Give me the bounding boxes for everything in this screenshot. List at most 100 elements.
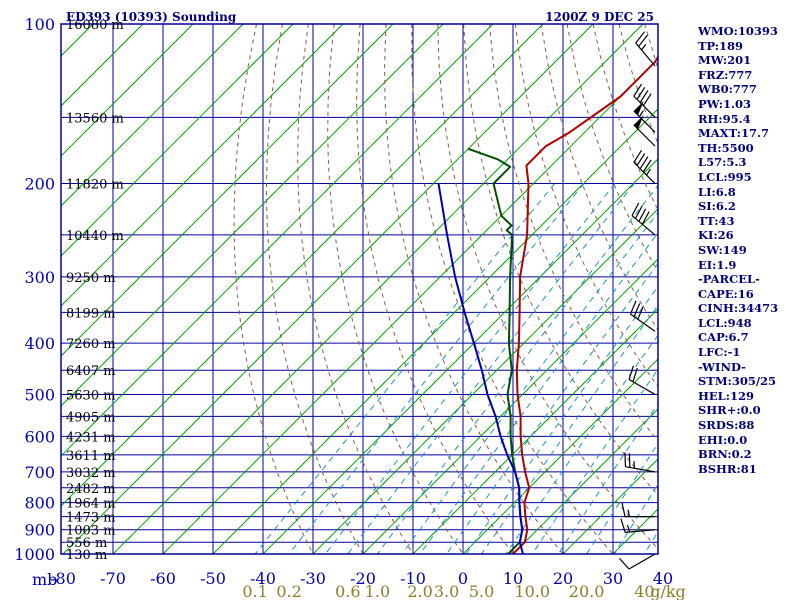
isotherm-line (412, 308, 658, 554)
mixing-ratio-line (347, 183, 635, 554)
title-left: ED393 (10393) Sounding (66, 10, 237, 24)
index-item: KI:26 (698, 228, 734, 243)
temperature-tick-label: -30 (300, 569, 326, 588)
isotherm-line (61, 24, 444, 407)
wind-barb-flag (629, 300, 637, 315)
sounding-indices-panel: WMO:10393 TP:189 MW:201 FRZ:777 WB0:777 PW:1.… (698, 24, 800, 476)
wind-barb-flag (631, 202, 640, 216)
isotherm-line (312, 208, 658, 554)
wind-barb-flag (624, 452, 627, 467)
isotherm-line (61, 24, 544, 507)
wind-barb-flag (632, 367, 638, 382)
index-item: SRDS:88 (698, 418, 755, 433)
wind-barb-flag (641, 211, 650, 225)
index-item: WMO:10393 (698, 24, 778, 38)
wind-barb-pennant (633, 101, 644, 116)
wind-barb (633, 115, 656, 147)
mixing-ratio-tick-label: 20.0 (569, 582, 605, 600)
index-item: CAP:6.7 (698, 330, 749, 345)
height-label: 10440 m (66, 229, 124, 244)
pressure-tick-label: 400 (24, 334, 55, 353)
mixing-ratio-line (254, 183, 556, 554)
pressure-axis: 100 200 300 400 500 600 700 800 900 1000 (14, 15, 55, 564)
temperature-tick-label: 0 (458, 569, 468, 588)
mixing-ratio-line (419, 232, 658, 554)
height-label: 8199 m (66, 306, 116, 321)
isotherm-line (61, 24, 294, 257)
index-item: LFC:-1 (698, 345, 741, 360)
wind-barb-flag (628, 453, 631, 468)
wind-barb-half-flag (627, 509, 631, 517)
mixing-ratio-line (465, 285, 658, 554)
dry-adiabat-line (514, 24, 658, 388)
height-label: 3032 m (66, 466, 116, 481)
sounding-profiles (437, 55, 658, 554)
temperature-tick-label: -60 (150, 569, 176, 588)
dry-adiabat-line (265, 24, 364, 554)
pressure-tick-label: 700 (24, 463, 55, 482)
height-label: 4905 m (66, 410, 116, 425)
wind-barb (620, 518, 656, 533)
isotherm-line (212, 108, 658, 554)
index-item: SW:149 (698, 242, 747, 257)
isotherm-line (61, 24, 394, 357)
height-label: 2482 m (66, 482, 116, 497)
mixing-ratio-tick-label: 5.0 (469, 582, 494, 600)
pressure-tick-label: 600 (24, 427, 55, 446)
wind-barb (618, 553, 656, 570)
index-item: PW:1.03 (698, 96, 752, 111)
mixing-ratio-lines (254, 183, 658, 554)
index-item: LCL:995 (698, 169, 752, 184)
dry-adiabat-line (411, 24, 614, 554)
wind-barb-flag (642, 159, 652, 173)
wind-barb-flag (639, 90, 649, 103)
wind-barb-staff (625, 529, 656, 533)
temperature-tick-label: -50 (200, 569, 226, 588)
wind-barb-staff (630, 313, 656, 332)
wind-barb-flag (642, 93, 652, 106)
dry-adiabat-line (356, 24, 514, 554)
mixing-ratio-tick-label: 40 (634, 582, 654, 600)
temperature-tick-label: 10 (503, 569, 523, 588)
isotherm-line (112, 24, 644, 554)
pressure-temperature-grid (61, 24, 658, 554)
y-axis-unit-label: mb (32, 570, 57, 589)
index-item: -PARCEL- (698, 272, 760, 287)
isotherm-line (162, 58, 658, 554)
wind-barb-half-flag (641, 43, 647, 51)
index-item: EHI:0.0 (698, 432, 748, 447)
height-label: 556 m (66, 536, 107, 551)
height-label: 11820 m (66, 178, 124, 193)
wind-barb (629, 300, 656, 332)
mixing-ratio-tick-label: 10.0 (514, 582, 550, 600)
mixing-ratio-line (531, 368, 658, 554)
isotherm-line (262, 158, 658, 554)
mixing-ratio-tick-label: 1.0 (365, 582, 390, 600)
height-label: 5630 m (66, 389, 116, 404)
dry-adiabat-line (327, 24, 464, 554)
wind-barb (633, 149, 656, 184)
index-item: EI:1.9 (698, 257, 737, 272)
isotherm-line (61, 24, 344, 307)
isotherm-line (62, 24, 594, 554)
index-item: TT:43 (698, 213, 735, 228)
temperature-tick-label: -70 (100, 569, 126, 588)
wind-barb-flag (636, 153, 646, 166)
temperature-tick-label: -20 (350, 569, 376, 588)
wind-barb (633, 101, 656, 133)
isotherm-line (562, 458, 658, 554)
wind-barb-flag (621, 502, 626, 517)
mixing-ratio-line (557, 403, 658, 554)
temperature-line (512, 55, 658, 554)
wind-barb-flag (638, 34, 648, 47)
index-item: CAPE:16 (698, 286, 754, 301)
wind-barb-half-flag (646, 168, 651, 176)
temperature-tick-label: -10 (400, 569, 426, 588)
index-item: LCL:948 (698, 315, 752, 330)
wind-barbs (618, 31, 656, 570)
temperature-tick-label: -40 (250, 569, 276, 588)
index-item: HEL:129 (698, 388, 754, 403)
isotherm-line (61, 24, 494, 457)
wind-barb (633, 83, 656, 118)
